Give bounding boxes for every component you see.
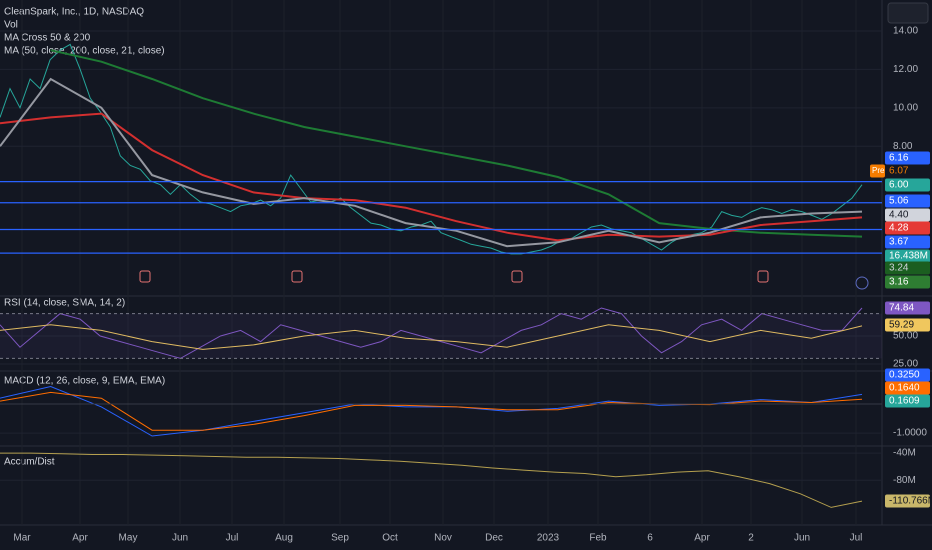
price-tag-text: 3.67 <box>889 237 909 248</box>
price-tag-text: 0.3250 <box>889 370 920 381</box>
ma21-line <box>0 77 863 248</box>
axis-label: 10.00 <box>893 102 918 113</box>
time-label: May <box>119 533 138 544</box>
earnings-marker <box>757 270 769 283</box>
axis-label: 14.00 <box>893 26 918 37</box>
price-tag-text: 0.1640 <box>889 383 920 394</box>
price-tag <box>885 178 930 192</box>
price-tag-text: 4.28 <box>889 223 909 234</box>
price-tag-text: 6.16 <box>889 153 909 164</box>
ma50-line <box>0 112 863 242</box>
rsi-ma-line <box>0 324 863 350</box>
time-label: Apr <box>694 533 710 544</box>
price-tag-text: 0.1609 <box>889 396 920 407</box>
price-tag-text: 3.16 <box>889 277 909 288</box>
time-label: Jul <box>850 533 863 544</box>
price-tag <box>885 275 930 289</box>
split-marker <box>855 276 869 290</box>
time-label: Jun <box>172 533 188 544</box>
accum-line <box>0 452 863 508</box>
price-tag-text: 74.84 <box>889 303 914 314</box>
menu-button[interactable] <box>887 2 929 24</box>
close-line <box>0 43 863 255</box>
vol-label: Vol <box>4 20 18 31</box>
time-label: 2 <box>748 533 754 544</box>
price-tag-text: 16.438M <box>889 251 928 262</box>
price-tag <box>885 194 930 208</box>
time-label: 6 <box>647 533 653 544</box>
price-tag-text: 6.00 <box>889 180 909 191</box>
time-label: Dec <box>485 533 503 544</box>
time-label: Jun <box>794 533 810 544</box>
price-tag-text: -110.766M <box>889 496 932 507</box>
axis-label: 25.00 <box>893 359 918 370</box>
pre-badge-text: Pre <box>872 166 885 175</box>
axis-label: 8.00 <box>893 141 913 152</box>
time-label: Oct <box>382 533 398 544</box>
time-label: Sep <box>331 533 349 544</box>
rsi-label: RSI (14, close, SMA, 14, 2) <box>4 298 125 309</box>
macd-line <box>0 385 863 437</box>
symbol-title: CleanSpark, Inc., 1D, NASDAQ <box>4 7 144 18</box>
price-tag <box>885 221 930 235</box>
price-tag <box>885 208 930 222</box>
earnings-marker <box>511 270 523 283</box>
pre-badge <box>870 164 885 178</box>
axis-label: 12.00 <box>893 64 918 75</box>
price-tag <box>885 261 930 275</box>
time-label: Mar <box>13 533 31 544</box>
price-tag <box>885 368 930 382</box>
price-tag-text: 6.07 <box>889 166 909 177</box>
axis-label: 50.00 <box>893 331 918 342</box>
price-tag-text: 5.06 <box>889 196 909 207</box>
price-tag <box>885 235 930 249</box>
ma-cross-label: MA Cross 50 & 200 <box>4 33 91 44</box>
price-tag <box>885 164 930 178</box>
axis-label: -80M <box>893 475 916 486</box>
price-tag <box>885 151 930 165</box>
axis-label: -40M <box>893 448 916 459</box>
time-label: Jul <box>226 533 239 544</box>
price-tag <box>885 318 930 332</box>
time-label: Nov <box>434 533 452 544</box>
earnings-marker <box>291 270 303 283</box>
price-tag <box>885 249 930 263</box>
time-label: 2023 <box>537 533 560 544</box>
time-label: Feb <box>589 533 607 544</box>
price-tag-text: 4.40 <box>889 210 909 221</box>
price-tag-text: 59.29 <box>889 320 914 331</box>
rsi-line <box>0 307 863 359</box>
price-tag-text: 3.24 <box>889 263 909 274</box>
earnings-marker <box>139 270 151 283</box>
accum-label: Accum/Dist <box>4 457 55 468</box>
ma200-line <box>50 49 863 238</box>
macd-label: MACD (12, 26, close, 9, EMA, EMA) <box>4 376 165 387</box>
price-tag <box>885 494 930 508</box>
time-label: Apr <box>72 533 88 544</box>
time-label: Aug <box>275 533 293 544</box>
axis-label: -1.0000 <box>893 428 927 439</box>
rsi-band-fill <box>0 313 882 359</box>
price-tag <box>885 394 930 408</box>
price-tag <box>885 301 930 315</box>
ma-label: MA (50, close, 200, close, 21, close) <box>4 46 165 57</box>
price-tag <box>885 381 930 395</box>
